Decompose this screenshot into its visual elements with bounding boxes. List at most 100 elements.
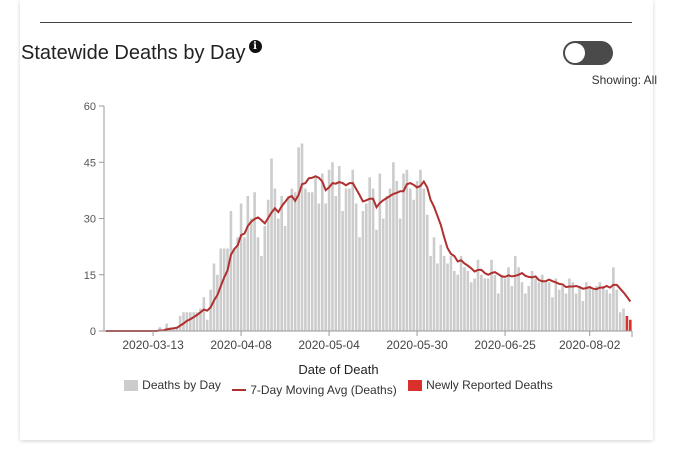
bar — [510, 286, 514, 331]
bar — [324, 203, 327, 331]
bar — [422, 188, 426, 331]
bar — [270, 158, 273, 331]
bar — [199, 308, 202, 331]
bar — [209, 289, 212, 331]
bar — [476, 259, 480, 331]
legend-item-deaths[interactable]: Deaths by Day — [124, 378, 221, 392]
bar — [290, 188, 294, 331]
x-tick-label: 2020-03-13 — [122, 338, 184, 352]
bar — [307, 192, 311, 331]
bar — [544, 282, 547, 331]
bar — [415, 181, 419, 331]
legend-label: 7-Day Moving Avg (Deaths) — [250, 382, 397, 397]
bar — [578, 286, 581, 331]
bar — [222, 248, 226, 331]
bar — [398, 218, 402, 331]
bar — [287, 196, 290, 331]
bar — [280, 196, 283, 331]
bar — [493, 274, 497, 331]
y-tick-label: 45 — [84, 157, 96, 169]
bar — [351, 169, 355, 331]
bar — [402, 173, 405, 331]
bar — [469, 282, 473, 331]
bar — [486, 278, 490, 331]
bar — [622, 308, 625, 331]
bar — [239, 203, 243, 331]
bar — [317, 203, 321, 331]
bar — [277, 218, 280, 331]
bar — [361, 211, 365, 331]
bar — [266, 199, 270, 331]
bar — [212, 263, 216, 331]
bar — [263, 226, 267, 331]
bar — [554, 278, 558, 331]
bar — [358, 237, 361, 331]
bar — [436, 263, 439, 331]
bar — [354, 203, 358, 331]
bar — [192, 312, 195, 331]
bar — [598, 282, 602, 331]
bar — [574, 293, 578, 331]
moving-avg-line — [105, 175, 632, 332]
x-tick-label: 2020-08-02 — [559, 338, 621, 352]
x-axis-label: Date of Death — [298, 362, 379, 377]
toggle-knob — [565, 43, 585, 63]
bar — [304, 188, 307, 331]
bar — [530, 271, 534, 331]
bar — [419, 169, 422, 331]
bar — [466, 271, 470, 331]
y-tick-label: 30 — [84, 214, 96, 226]
bar — [453, 271, 456, 331]
bar — [310, 192, 314, 331]
bar — [219, 248, 223, 331]
bar — [182, 312, 185, 331]
bar — [557, 289, 561, 331]
divider — [40, 22, 632, 23]
x-tick-label: 2020-04-08 — [210, 338, 272, 352]
bar — [243, 237, 246, 331]
x-tick-label: 2020-06-25 — [474, 338, 536, 352]
bar — [365, 203, 368, 331]
bar — [385, 196, 388, 331]
bar — [520, 282, 524, 331]
legend-item-avg[interactable]: 7-Day Moving Avg (Deaths) — [232, 383, 397, 397]
bar — [500, 274, 503, 331]
chart-title: Statewide Deaths by Day i — [21, 40, 262, 65]
bar — [297, 147, 300, 331]
chart-title-text: Statewide Deaths by Day — [21, 42, 246, 64]
bar — [321, 173, 324, 331]
bar — [378, 173, 382, 331]
legend-swatch-line — [232, 388, 247, 391]
bar — [439, 244, 443, 331]
bar — [551, 297, 554, 331]
y-tick-label: 15 — [84, 270, 96, 282]
legend: Deaths by Day 7-Day Moving Avg (Deaths) … — [0, 378, 677, 397]
bar — [381, 218, 385, 331]
legend-item-new[interactable]: Newly Reported Deaths — [408, 378, 553, 392]
bar — [425, 214, 429, 331]
bar — [456, 274, 459, 331]
bar — [246, 196, 250, 331]
bar — [195, 312, 199, 331]
bar — [158, 327, 162, 331]
bar — [293, 192, 297, 331]
show-toggle[interactable] — [563, 41, 613, 65]
newly-reported-bar — [629, 319, 632, 331]
bar — [581, 301, 585, 331]
bar — [314, 177, 317, 331]
bar — [608, 293, 612, 331]
legend-swatch-new — [408, 379, 423, 391]
bar — [561, 286, 564, 331]
bar — [253, 192, 256, 331]
showing-label: Showing: All — [591, 73, 657, 87]
bar — [236, 237, 239, 331]
legend-label: Deaths by Day — [142, 378, 221, 392]
info-icon[interactable]: i — [248, 40, 262, 53]
legend-swatch-bar — [124, 379, 139, 391]
bar — [547, 282, 551, 331]
bar — [527, 286, 531, 331]
bar — [601, 286, 605, 331]
bar — [605, 289, 608, 331]
bar — [432, 237, 436, 331]
